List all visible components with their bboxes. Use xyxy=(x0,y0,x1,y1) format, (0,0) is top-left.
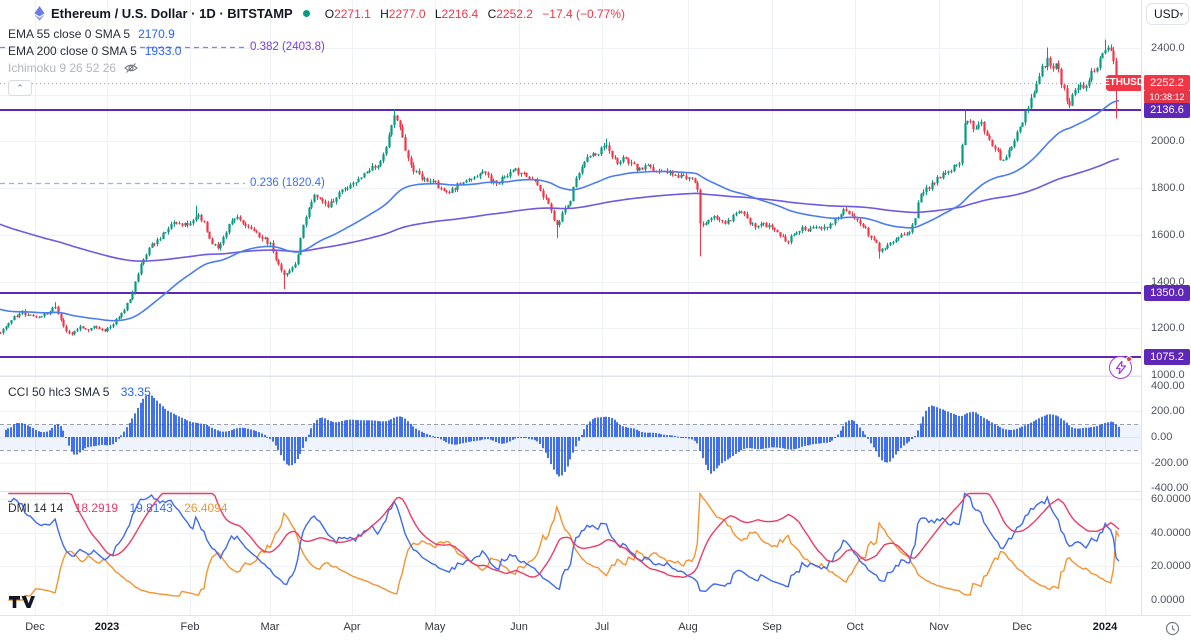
clock-icon xyxy=(1165,621,1179,635)
cci-value: 33.35 xyxy=(120,385,151,399)
timezone-clock-button[interactable] xyxy=(1163,619,1181,637)
dmi-adx-value: 18.2919 xyxy=(74,501,119,515)
ema55-row[interactable]: EMA 55 close 0 SMA 5 2170.9 xyxy=(8,26,625,41)
high-value: 2277.0 xyxy=(388,6,426,21)
last-price-tag: 2252.2 xyxy=(1144,74,1190,91)
symbol-title[interactable]: Ethereum / U.S. Dollar · 1D · BITSTAMP xyxy=(51,6,293,21)
dmi-legend[interactable]: DMI 14 14 18.2919 19.8143 26.4094 xyxy=(8,501,228,515)
time-axis-label[interactable]: Nov xyxy=(929,621,949,633)
chevron-up-icon: ⌃ xyxy=(16,82,24,93)
time-axis-label[interactable]: Jul xyxy=(594,621,610,633)
time-axis[interactable]: Dec 2023 Feb Mar Apr May Jun Jul Aug Sep Oct Nov Dec… xyxy=(0,615,1191,640)
cci-label: CCI 50 hlc3 SMA 5 xyxy=(8,385,110,399)
chart-canvas[interactable] xyxy=(0,0,1141,615)
ema200-row[interactable]: EMA 200 close 0 SMA 5 1933.0 xyxy=(8,43,625,58)
level-price-tag: 2136.6 xyxy=(1144,101,1190,118)
chart-legend: Ethereum / U.S. Dollar · 1D · BITSTAMP O… xyxy=(8,5,625,77)
dmi-plus-di-value: 19.8143 xyxy=(129,501,173,515)
time-axis-label[interactable]: Dec xyxy=(1012,621,1032,633)
fib-0382-label[interactable]: 0.382 (2403.8) xyxy=(250,41,325,54)
time-axis-label[interactable]: May xyxy=(424,621,446,633)
time-axis-label[interactable]: Sep xyxy=(762,621,782,633)
cci-tick: -400.00 xyxy=(1151,482,1189,495)
price-scale[interactable]: USD ▾ 2400.0 2000.0 1800.0 1600.0 1400.0 1200… xyxy=(1141,0,1191,615)
ema55-label: EMA 55 close 0 SMA 5 xyxy=(8,26,131,41)
time-axis-label[interactable]: Aug xyxy=(678,621,698,633)
ema200-value: 1933.0 xyxy=(144,43,182,58)
time-axis-label[interactable]: Oct xyxy=(846,621,864,633)
ema200-label: EMA 200 close 0 SMA 5 xyxy=(8,43,137,58)
cci-tick: -200.00 xyxy=(1151,456,1189,469)
change-value: −17.4 (−0.77%) xyxy=(542,6,626,21)
time-axis-label[interactable]: Feb xyxy=(180,621,200,633)
time-axis-label[interactable]: Dec xyxy=(25,621,45,633)
dmi-tick: 60.0000 xyxy=(1151,493,1191,506)
low-value: 2216.4 xyxy=(441,6,479,21)
ethereum-icon xyxy=(34,6,45,21)
cci-tick: 0.00 xyxy=(1151,431,1173,443)
ohlc-values: O2271.1 H2277.0 L2216.4 C2252.2 −17.4 (−… xyxy=(319,7,625,21)
symbol-row[interactable]: Ethereum / U.S. Dollar · 1D · BITSTAMP O… xyxy=(8,5,625,22)
cci-tick: 200.00 xyxy=(1151,405,1185,418)
time-axis-label[interactable]: Jun xyxy=(510,621,528,633)
ichimoku-row[interactable]: Ichimoku 9 26 52 26 xyxy=(8,60,625,75)
dmi-minus-di-value: 26.4094 xyxy=(184,501,228,515)
currency-label: USD xyxy=(1154,7,1180,21)
close-value: 2252.2 xyxy=(496,6,533,21)
dmi-tick: 0.0000 xyxy=(1151,594,1185,606)
time-axis-label[interactable]: 2024 xyxy=(1092,621,1118,633)
price-tick: 1000.0 xyxy=(1151,369,1185,381)
dmi-tick: 20.0000 xyxy=(1151,560,1191,573)
ema55-value: 2170.9 xyxy=(138,26,175,41)
time-axis-label[interactable]: Apr xyxy=(343,621,361,633)
lightning-icon xyxy=(1115,361,1126,374)
close-key: C xyxy=(487,6,497,21)
high-key: H xyxy=(380,6,389,21)
level-price-tag: 1075.2 xyxy=(1144,349,1190,366)
open-key: O xyxy=(324,6,335,21)
symbol-price-tag: ETHUSD xyxy=(1103,74,1144,91)
bar-countdown: 10:38:12 xyxy=(1144,90,1190,103)
price-tick: 1600.0 xyxy=(1151,228,1185,241)
low-key: L xyxy=(434,6,442,21)
time-axis-label[interactable]: 2023 xyxy=(94,621,120,633)
market-status-dot[interactable] xyxy=(302,10,310,17)
tradingview-logo[interactable] xyxy=(9,595,35,613)
currency-selector[interactable]: USD ▾ xyxy=(1146,3,1189,25)
ichimoku-label: Ichimoku 9 26 52 26 xyxy=(8,60,117,75)
price-tick: 1200.0 xyxy=(1151,322,1185,335)
price-tick: 2400.0 xyxy=(1151,42,1185,54)
open-value: 2271.1 xyxy=(334,6,371,21)
time-axis-label[interactable]: Mar xyxy=(260,621,280,633)
instant-trading-button[interactable] xyxy=(1109,356,1132,379)
cci-tick: 400.00 xyxy=(1151,379,1185,392)
cci-legend[interactable]: CCI 50 hlc3 SMA 5 33.35 xyxy=(8,385,151,399)
legend-collapse-button[interactable]: ⌃ xyxy=(8,80,32,96)
price-tick: 2000.0 xyxy=(1151,135,1185,148)
fib-0236-label[interactable]: 0.236 (1820.4) xyxy=(250,177,325,190)
price-tick: 1400.0 xyxy=(1151,275,1185,288)
price-tick: 1800.0 xyxy=(1151,182,1185,195)
eye-off-icon[interactable] xyxy=(124,62,138,74)
dmi-label: DMI 14 14 xyxy=(8,501,64,515)
chevron-down-icon: ▾ xyxy=(1179,9,1184,19)
dmi-tick: 40.0000 xyxy=(1151,526,1191,539)
notification-dot xyxy=(1126,356,1132,362)
level-price-tag: 1350.0 xyxy=(1144,285,1190,302)
